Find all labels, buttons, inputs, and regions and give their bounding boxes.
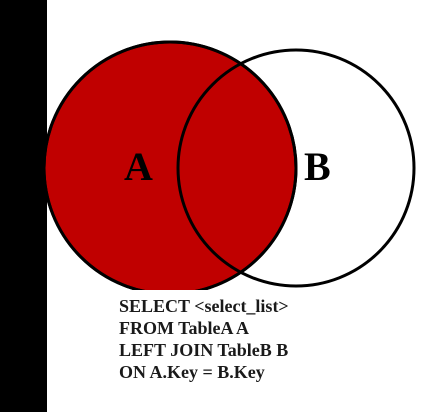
circle-a-label: A <box>124 144 153 189</box>
sql-line-from: FROM TableA A <box>119 318 250 338</box>
sql-line-join: LEFT JOIN TableB B <box>119 340 289 360</box>
circle-b-label: B <box>304 144 331 189</box>
sql-query: SELECT <select_list> FROM TableA A LEFT … <box>119 295 289 383</box>
left-black-border <box>0 0 47 412</box>
sql-line-on: ON A.Key = B.Key <box>119 362 265 382</box>
sql-line-select: SELECT <select_list> <box>119 296 289 316</box>
circle-a-outline <box>42 40 298 290</box>
venn-diagram <box>42 40 416 290</box>
circle-b <box>176 48 416 288</box>
